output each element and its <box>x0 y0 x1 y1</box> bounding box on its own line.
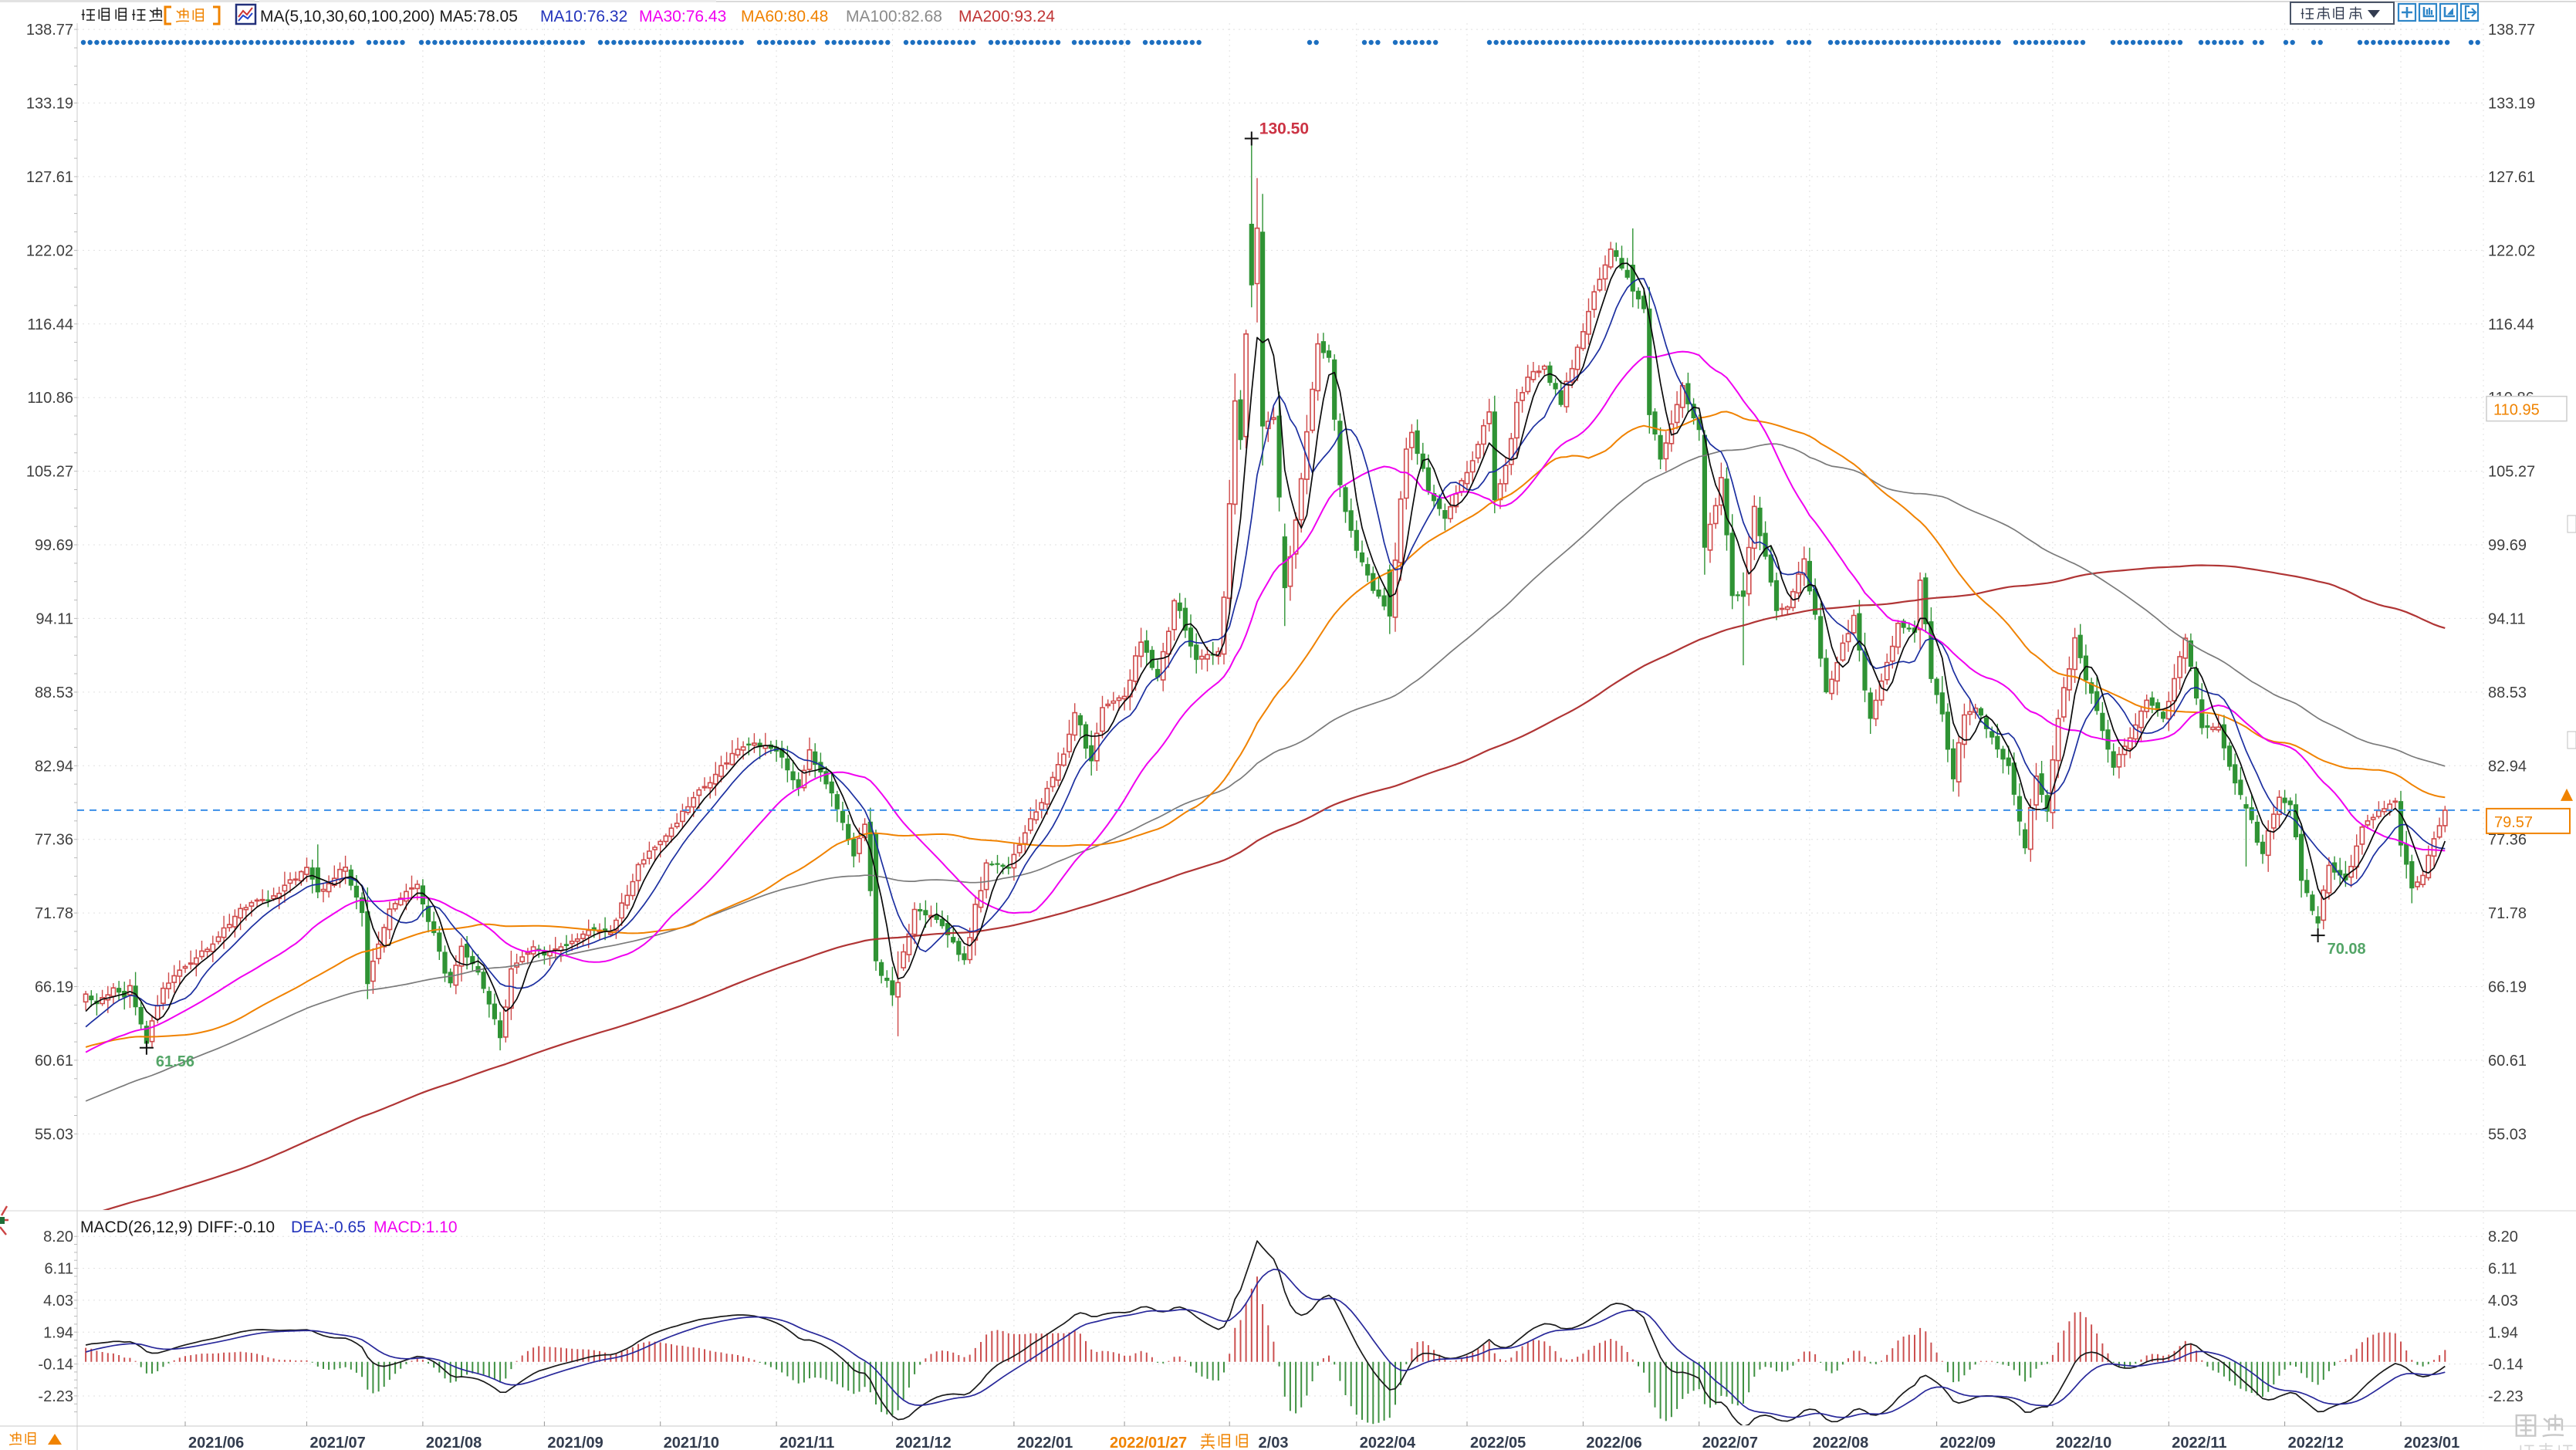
svg-text:2022/05: 2022/05 <box>1470 1435 1526 1450</box>
svg-text:133.19: 133.19 <box>2488 96 2535 113</box>
svg-text:2021/06: 2021/06 <box>188 1435 244 1450</box>
svg-text:2022/04: 2022/04 <box>1360 1435 1416 1450</box>
svg-text:8.20: 8.20 <box>43 1229 73 1246</box>
svg-text:MA100:82.68: MA100:82.68 <box>846 8 942 25</box>
svg-text:66.19: 66.19 <box>35 979 73 996</box>
svg-text:1.94: 1.94 <box>2488 1324 2518 1341</box>
svg-text:-2.23: -2.23 <box>38 1388 73 1405</box>
svg-text:55.03: 55.03 <box>2488 1126 2527 1143</box>
svg-text:77.36: 77.36 <box>35 832 73 849</box>
svg-text:-0.14: -0.14 <box>38 1357 73 1374</box>
svg-text:2021/12: 2021/12 <box>895 1435 951 1450</box>
svg-text:122.02: 122.02 <box>26 242 73 259</box>
svg-text:60.61: 60.61 <box>35 1053 73 1070</box>
svg-text:6.11: 6.11 <box>2488 1261 2517 1278</box>
svg-text:2023/01: 2023/01 <box>2404 1435 2459 1450</box>
svg-text:110.95: 110.95 <box>2493 402 2540 419</box>
svg-text:133.19: 133.19 <box>26 96 73 113</box>
svg-text:-2.23: -2.23 <box>2488 1388 2524 1405</box>
svg-text:60.61: 60.61 <box>2488 1053 2527 1070</box>
svg-text:99.69: 99.69 <box>35 537 73 554</box>
svg-text:2022/09: 2022/09 <box>1940 1435 1996 1450</box>
svg-text:2022/10: 2022/10 <box>2056 1435 2111 1450</box>
svg-text:2022/12: 2022/12 <box>2288 1435 2344 1450</box>
svg-text:138.77: 138.77 <box>2488 22 2535 39</box>
svg-text:2021/11: 2021/11 <box>779 1435 834 1450</box>
svg-text:2021/10: 2021/10 <box>664 1435 719 1450</box>
svg-text:8.20: 8.20 <box>2488 1229 2518 1246</box>
svg-text:2021/07: 2021/07 <box>310 1435 366 1450</box>
svg-text:82.94: 82.94 <box>35 758 73 775</box>
svg-text:82.94: 82.94 <box>2488 758 2527 775</box>
svg-text:71.78: 71.78 <box>2488 905 2527 922</box>
svg-text:6.11: 6.11 <box>45 1261 73 1278</box>
svg-text:MA(5,10,30,60,100,200) MA5:78.: MA(5,10,30,60,100,200) MA5:78.05 <box>260 8 518 25</box>
svg-text:2021/09: 2021/09 <box>547 1435 603 1450</box>
svg-text:4.03: 4.03 <box>2488 1293 2518 1310</box>
svg-text:116.44: 116.44 <box>27 316 73 333</box>
svg-text:110.86: 110.86 <box>27 390 73 407</box>
svg-text:2022/01: 2022/01 <box>1017 1435 1073 1450</box>
svg-text:94.11: 94.11 <box>35 610 73 627</box>
svg-text:127.61: 127.61 <box>2488 169 2535 186</box>
svg-text:105.27: 105.27 <box>2488 464 2535 481</box>
svg-text:130.50: 130.50 <box>1259 120 1309 138</box>
svg-text:MACD(26,12,9) DIFF:-0.10: MACD(26,12,9) DIFF:-0.10 <box>80 1218 275 1236</box>
svg-text:70.08: 70.08 <box>2328 941 2366 958</box>
svg-text:MA200:93.24: MA200:93.24 <box>958 8 1055 25</box>
svg-text:94.11: 94.11 <box>2488 610 2526 627</box>
svg-text:66.19: 66.19 <box>2488 979 2527 996</box>
svg-text:88.53: 88.53 <box>2488 684 2527 701</box>
svg-text:79.57: 79.57 <box>2494 814 2533 831</box>
svg-text:2021/08: 2021/08 <box>426 1435 482 1450</box>
svg-text:127.61: 127.61 <box>26 169 73 186</box>
svg-text:MA30:76.43: MA30:76.43 <box>639 8 726 25</box>
svg-text:88.53: 88.53 <box>35 684 73 701</box>
svg-text:MA10:76.32: MA10:76.32 <box>540 8 627 25</box>
svg-text:122.02: 122.02 <box>2488 242 2535 259</box>
svg-text:2022/01/27: 2022/01/27 <box>1110 1435 1187 1450</box>
svg-text:2022/08: 2022/08 <box>1813 1435 1868 1450</box>
svg-text:99.69: 99.69 <box>2488 537 2527 554</box>
svg-text:138.77: 138.77 <box>26 22 73 39</box>
svg-text:MACD:1.10: MACD:1.10 <box>374 1218 458 1236</box>
svg-text:1.94: 1.94 <box>43 1324 73 1341</box>
svg-text:2022/11: 2022/11 <box>2172 1435 2226 1450</box>
svg-text:105.27: 105.27 <box>26 464 73 481</box>
svg-text:2022/06: 2022/06 <box>1586 1435 1641 1450</box>
svg-text:2022/07: 2022/07 <box>1702 1435 1758 1450</box>
svg-text:MA60:80.48: MA60:80.48 <box>741 8 828 25</box>
svg-text:116.44: 116.44 <box>2488 316 2534 333</box>
svg-text:4.03: 4.03 <box>43 1293 73 1310</box>
svg-text:71.78: 71.78 <box>35 905 73 922</box>
svg-text:61.56: 61.56 <box>156 1053 194 1070</box>
svg-text:55.03: 55.03 <box>35 1126 73 1143</box>
svg-text:77.36: 77.36 <box>2488 832 2527 849</box>
svg-text:DEA:-0.65: DEA:-0.65 <box>291 1218 366 1236</box>
svg-text:-0.14: -0.14 <box>2488 1357 2524 1374</box>
